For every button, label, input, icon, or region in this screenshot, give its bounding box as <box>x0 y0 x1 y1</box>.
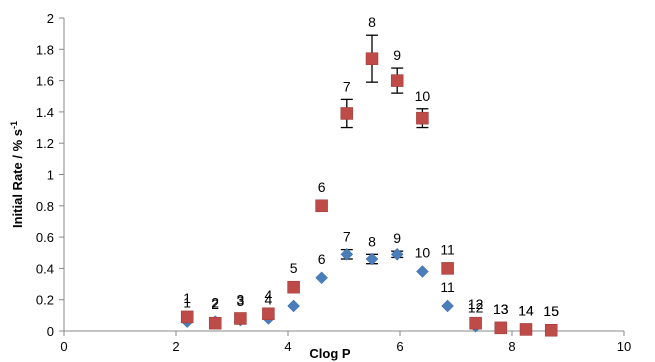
point-label: 3 <box>237 291 245 307</box>
square-marker <box>234 312 247 325</box>
series-layer: 1234567891011121314151234567891011121314… <box>180 14 559 337</box>
point-label: 6 <box>318 179 326 195</box>
point-label: 14 <box>518 302 534 318</box>
diamond-marker <box>416 265 429 278</box>
point-label: 9 <box>393 47 401 63</box>
point-label: 13 <box>493 301 509 317</box>
axes <box>63 18 624 332</box>
diamond-marker <box>340 247 354 261</box>
point-label: 2 <box>211 295 219 311</box>
point-label: 6 <box>318 251 326 267</box>
y-axis-title: Initial Rate / % s-1 <box>9 121 25 228</box>
y-axis-title-superscript: -1 <box>9 121 19 129</box>
diamond-marker <box>365 252 379 266</box>
point-label: 15 <box>543 303 559 319</box>
square-marker <box>390 74 404 87</box>
y-axis-title-main: Initial Rate / % s <box>10 129 25 228</box>
square-marker <box>441 262 454 275</box>
y-tick-label: 0.6 <box>36 230 54 245</box>
point-label: 15 <box>543 303 559 319</box>
diamond-marker <box>441 299 454 313</box>
point-label: 11 <box>440 241 455 257</box>
square-marker <box>469 316 482 330</box>
x-tick-label: 6 <box>396 339 403 354</box>
y-tick-label: 0.2 <box>36 293 54 308</box>
square-marker <box>544 323 558 337</box>
y-tick-label: 1.6 <box>36 74 54 89</box>
x-tick-label: 2 <box>172 339 179 354</box>
point-label: 9 <box>393 230 401 246</box>
square-marker <box>262 307 275 321</box>
x-tick-label: 8 <box>508 339 515 354</box>
y-tick-label: 0.4 <box>36 261 54 276</box>
y-tick-label: 0 <box>47 324 54 339</box>
point-label: 8 <box>368 14 376 30</box>
point-label: 1 <box>183 290 191 306</box>
square-marker <box>519 323 533 336</box>
y-tick-label: 1 <box>47 168 54 183</box>
point-label: 2 <box>211 296 219 312</box>
y-tick-label: 1.4 <box>36 105 54 120</box>
point-label: 10 <box>415 88 431 104</box>
point-label: 13 <box>493 301 509 317</box>
square-marker <box>416 111 429 125</box>
y-tick-label: 1.2 <box>36 136 54 151</box>
point-label: 8 <box>368 233 376 249</box>
x-tick-labels: 0 2 4 6 8 10 <box>60 331 631 354</box>
point-label: 4 <box>265 291 273 307</box>
diamond-marker <box>315 271 328 285</box>
y-tick-label: 1.8 <box>36 42 54 57</box>
square-marker <box>365 52 379 65</box>
square-marker <box>494 321 508 335</box>
point-label: 7 <box>343 78 351 94</box>
point-label: 4 <box>265 287 273 303</box>
diamond-marker <box>287 299 300 313</box>
point-label: 12 <box>468 296 484 312</box>
diamond-marker <box>390 247 404 261</box>
square-marker <box>208 316 222 330</box>
x-tick-label: 4 <box>284 339 291 354</box>
y-tick-label: 0.8 <box>36 199 54 214</box>
square-marker <box>315 199 328 213</box>
point-label: 11 <box>440 279 455 295</box>
y-tick-label: 2 <box>47 11 54 26</box>
square-marker <box>340 107 354 120</box>
point-label: 10 <box>415 245 431 261</box>
point-label: 7 <box>343 229 351 245</box>
point-label: 12 <box>468 299 484 315</box>
x-axis-title: Clog P <box>309 346 350 361</box>
y-tick-labels: 0 0.2 0.4 0.6 0.8 1 1.2 1.4 1.6 1.8 2 <box>36 11 64 339</box>
x-tick-label: 0 <box>60 339 67 354</box>
point-label: 1 <box>183 295 191 311</box>
point-label: 3 <box>237 293 245 309</box>
point-label: 5 <box>290 260 298 276</box>
point-label: 14 <box>518 302 534 318</box>
square-marker <box>287 280 300 294</box>
square-marker <box>180 310 194 324</box>
x-tick-label: 10 <box>617 339 631 354</box>
